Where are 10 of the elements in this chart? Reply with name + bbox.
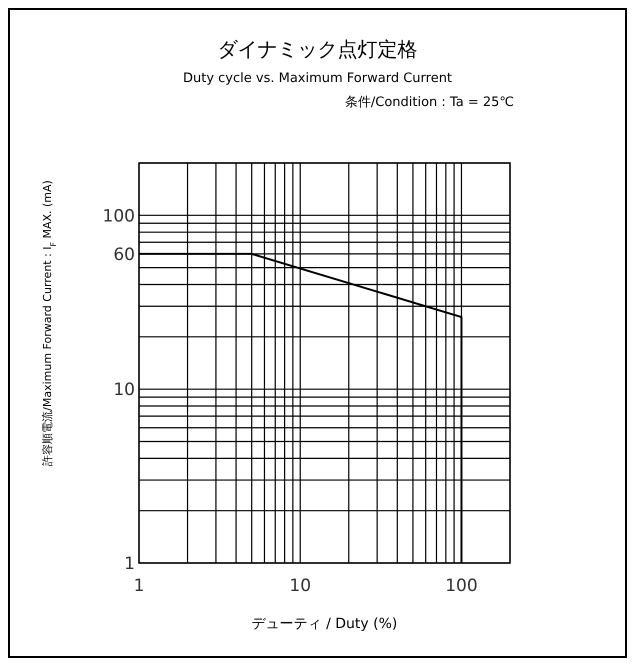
x-tick-label: 100 — [445, 576, 478, 596]
text: 条件/Condition : Ta = 25℃ — [344, 95, 514, 110]
y-tick-label: 100 — [102, 206, 135, 226]
y-tick-label: 1 — [124, 554, 135, 574]
x-axis-title: デューティ / Duty (%) — [252, 616, 398, 632]
chart-subtitle: Duty cycle vs. Maximum Forward Current — [182, 71, 452, 86]
y-tick-label: 10 — [113, 380, 135, 400]
chart-title: ダイナミック点灯定格 — [218, 37, 418, 61]
y-tick-label: 60 — [113, 244, 135, 265]
x-tick-label: 10 — [289, 576, 312, 596]
